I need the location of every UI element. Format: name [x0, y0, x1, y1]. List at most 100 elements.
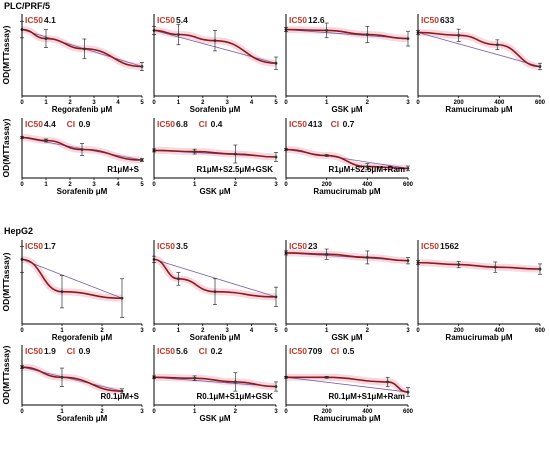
x-axis-label: GSK μM [331, 105, 362, 114]
x-tick-label: 1 [177, 100, 181, 106]
chart-panel-hep-r01-s1-gsk: 0 1 2 3 GSK μM IC50 5.6 CI 0.2 R0.1μM+S1μM+GSK [152, 345, 278, 423]
x-tick-label: 2 [234, 409, 238, 415]
data-point [177, 33, 180, 36]
ci-value: 0.5 [343, 346, 355, 356]
data-point [233, 380, 237, 384]
data-point [538, 267, 542, 271]
x-tick-label: 3 [140, 328, 144, 334]
fit-curve [153, 258, 277, 298]
ic50-key: IC50 [157, 346, 175, 356]
x-tick-label: 1 [60, 328, 64, 334]
chart-panel-plc-r1-s: 0 1 2 3 4 5 Sorafenib μM IC50 4.4 CI 0.9 R1μM+S [20, 118, 144, 196]
ic50-key: IC50 [289, 15, 307, 25]
data-point [193, 376, 197, 380]
x-axis-label: GSK μM [199, 414, 230, 423]
x-tick-label: 4 [250, 100, 254, 106]
combo-label: R0.1μM+S1μM+Ram [329, 392, 405, 401]
ic50-key: IC50 [421, 241, 439, 251]
data-point [365, 256, 369, 259]
x-tick-label: 2 [100, 409, 104, 415]
data-point [365, 33, 369, 36]
chart-panel-plc-r1-s25-gsk: 0 1 2 3 GSK μM IC50 6.8 CI 0.4 R1μM+S2.5μM+GSK [152, 118, 278, 196]
ic50-key: IC50 [289, 241, 307, 251]
chart-panel-plc-sorafenib: 0 1 2 3 4 5 Sorafenib μM IC50 5.4 [152, 14, 278, 114]
section-title-hepg2: HepG2 [4, 226, 33, 236]
data-point [213, 290, 217, 294]
ci-value: 0.4 [211, 119, 223, 129]
data-point [177, 277, 180, 281]
x-axis-label: Regorafenib μM [52, 333, 113, 342]
fit-curve [153, 376, 277, 388]
y-axis-label: OD(MTTassay) [1, 252, 11, 311]
x-tick-label: 1 [325, 328, 329, 334]
ic50-key: IC50 [289, 119, 307, 129]
data-point [538, 65, 542, 68]
data-point [233, 152, 237, 156]
x-tick-label: 400 [494, 100, 505, 106]
data-point [274, 61, 278, 65]
fit-curve [285, 28, 409, 40]
x-tick-label: 600 [403, 182, 414, 188]
x-tick-label: 600 [403, 409, 414, 415]
x-tick-label: 400 [362, 182, 373, 188]
x-tick-label: 1 [60, 409, 64, 415]
x-tick-label: 0 [20, 182, 24, 188]
x-axis-label: GSK μM [331, 333, 362, 342]
data-point [406, 390, 410, 394]
x-tick-label: 0 [284, 409, 288, 415]
chart-panel-plc-r1-s25-ram: 0 200 400 600 Ramucirumab μM IC50 413 CI 0.7 R1μM… [284, 118, 414, 196]
x-tick-label: 3 [140, 409, 144, 415]
x-tick-label: 4 [250, 328, 254, 334]
x-tick-label: 1 [325, 100, 329, 106]
x-tick-label: 1 [193, 182, 197, 188]
ic50-key: IC50 [421, 15, 439, 25]
x-tick-label: 1 [193, 409, 197, 415]
ic50-key: IC50 [157, 15, 175, 25]
x-tick-label: 4 [116, 100, 120, 106]
x-tick-label: 0 [416, 328, 420, 334]
x-tick-label: 3 [92, 100, 96, 106]
x-tick-label: 2 [234, 182, 238, 188]
fit-curve [285, 148, 409, 170]
x-tick-label: 1 [44, 182, 48, 188]
x-tick-label: 0 [152, 182, 156, 188]
combo-label: R1μM+S2.5μM+GSK [197, 165, 274, 174]
ic50-value: 6.8 [176, 119, 188, 129]
x-axis-label: Ramucirumab μM [445, 333, 512, 342]
chart-panel-hep-regorafenib: 0 1 2 3 Regorafenib μM IC50 1.7 [20, 240, 144, 342]
y-axis-label: OD(MTTassay) [1, 345, 11, 404]
data-point [274, 155, 278, 159]
data-point [274, 385, 278, 388]
ic50-value: 4.1 [44, 15, 56, 25]
data-point [140, 158, 144, 162]
data-point [406, 259, 410, 263]
fit-curve [153, 149, 277, 158]
x-tick-label: 3 [406, 100, 410, 106]
trend-line [285, 376, 409, 393]
x-tick-label: 3 [274, 182, 278, 188]
ic50-key: IC50 [289, 346, 307, 356]
fit-curve [285, 252, 409, 262]
x-axis-label: Sorafenib μM [190, 105, 241, 114]
data-point [325, 375, 329, 379]
data-point [325, 29, 329, 32]
data-point [495, 43, 499, 47]
x-tick-label: 0 [20, 100, 24, 106]
x-tick-label: 0 [20, 409, 24, 415]
ci-key: CI [67, 119, 76, 129]
combo-label: R1μM+S2.5μM+Ram [329, 165, 405, 174]
x-axis-label: Regorafenib μM [52, 105, 113, 114]
ci-value: 0.2 [211, 346, 223, 356]
ic50-value: 3.5 [176, 241, 188, 251]
data-point [80, 148, 84, 151]
combo-label: R1μM+S [107, 165, 139, 174]
ic50-value: 1562 [440, 241, 459, 251]
data-point [325, 252, 329, 256]
trend-line [417, 32, 541, 67]
x-tick-label: 0 [152, 409, 156, 415]
x-axis-label: Sorafenib μM [57, 414, 108, 423]
ic50-value: 5.4 [176, 15, 188, 25]
fit-curve [417, 31, 541, 68]
x-tick-label: 0 [416, 100, 420, 106]
